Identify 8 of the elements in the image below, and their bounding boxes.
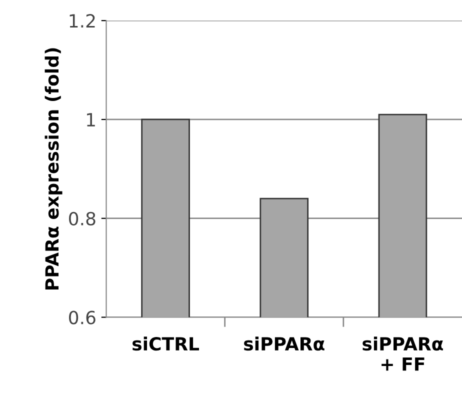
y-axis-title: PPARα expression (fold) xyxy=(44,48,62,290)
y-tick-label: 0.8 xyxy=(69,212,96,226)
x-tick-label: siCTRL xyxy=(132,336,200,351)
y-tick-label: 0.6 xyxy=(69,310,96,324)
y-tick-label: 1 xyxy=(87,113,95,126)
y-tick-label: 1.2 xyxy=(70,14,95,28)
x-tick-label: siPPARα xyxy=(244,336,324,351)
x-tick-label: siPPARα + FF xyxy=(362,336,443,371)
